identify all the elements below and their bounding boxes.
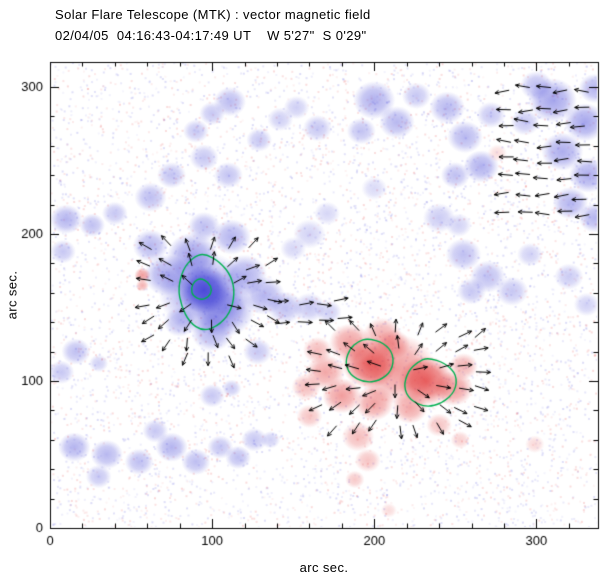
x-axis-label: arc sec. [299, 560, 349, 575]
y-axis-label: arc sec. [4, 270, 20, 320]
plot-title-line2: 02/04/05 04:16:43-04:17:49 UT W 5'27" S … [55, 28, 367, 43]
plot-title-line1: Solar Flare Telescope (MTK) : vector mag… [55, 7, 371, 22]
